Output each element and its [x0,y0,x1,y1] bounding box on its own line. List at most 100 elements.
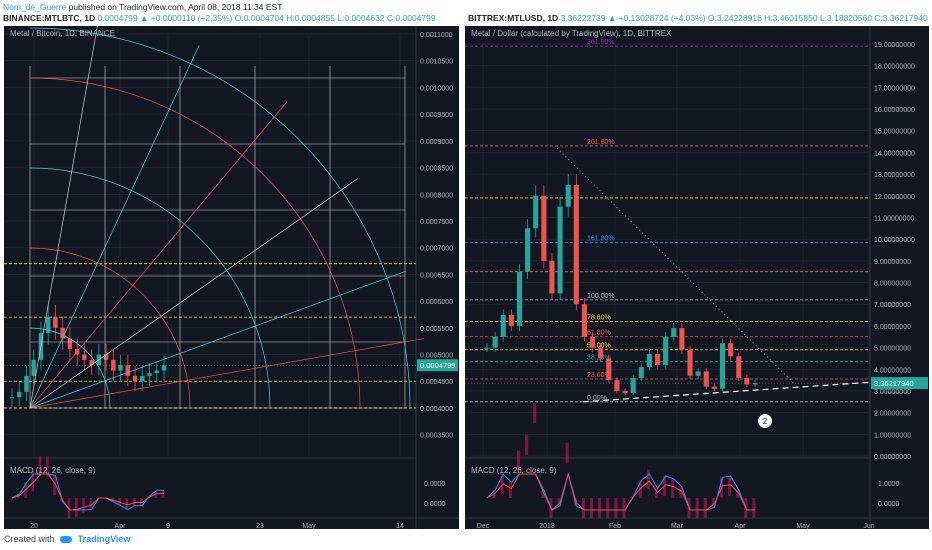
x-tick-label: Apr [735,523,747,529]
y-tick-label: 14.00000000 [874,150,915,157]
gann-fan-line [29,45,200,409]
y-tick-label: 1.00000000 [874,432,911,439]
x-tick-label: Jun [863,523,874,529]
x-tick-label: 20 [30,523,38,529]
macd-histogram-bar [736,490,740,498]
macd-histogram-bar [581,498,585,518]
candle-body [679,328,685,350]
gann-fan-line [29,178,358,409]
y-tick-label: 11.00000000 [874,215,914,222]
candle-body [581,304,588,337]
gann-arc [29,27,411,409]
y-tick-label: 12.00000000 [874,194,915,201]
fib-level-label: 23.60% [587,372,611,379]
gann-fan-line [29,101,288,409]
fib-level-label: 78.60% [587,315,611,322]
left-chart-svg[interactable]: 0.0011000 0.0010500 0.0010000 0.0009500 0.00… [4,26,459,529]
macd-tick-label: 0.0000 [424,481,446,488]
gann-fan-line [29,338,424,409]
macd-histogram-bar [541,490,545,498]
y-tick-label: 17.00000000 [874,85,915,92]
macd-histogram-bar [140,498,143,506]
macd-histogram-bar [703,498,707,518]
candle-body [140,375,145,382]
candle-body [89,359,94,366]
macd-histogram-bar [45,456,49,477]
last-price-label: 3.36217940 [874,379,914,388]
candle-body [557,206,563,294]
x-tick-label: 2018 [539,523,555,529]
x-tick-label: 23 [256,523,264,529]
macd-tick-label: 1.0000 [878,481,900,488]
candle-body [654,354,661,365]
candle-body [500,315,506,337]
macd-histogram-bar [565,442,569,463]
x-tick-label: Mar [671,523,684,529]
y-tick-label: 9.00000000 [874,259,911,266]
left-symbol: BINANCE:MTLBTC, 1D [3,13,96,23]
y-tick-label: 0.0006000 [420,299,453,306]
macd-histogram-bar [516,450,520,471]
candle-body [541,195,547,261]
macd-histogram-bar [557,498,561,506]
macd-histogram-bar [654,488,659,498]
y-tick-label: 7.00000000 [874,302,911,309]
candle-body [16,391,22,398]
tradingview-logo-icon [60,536,73,544]
candle-body [60,327,65,339]
right-chart-pane[interactable]: 19.00000000 18.00000000 17.00000000 16.0000… [465,26,929,529]
gann-fan-line [29,26,98,409]
x-tick-label: 14 [396,523,404,529]
macd-line [486,473,755,511]
candle-body [24,375,29,392]
candle-body [484,347,490,349]
macd-histogram-bar [711,498,715,508]
candle-body [565,184,571,207]
candle-body [125,365,131,376]
candle-body [703,371,709,387]
right-chart-svg[interactable]: 19.00000000 18.00000000 17.00000000 16.0000… [465,26,929,529]
y-tick-label: 18.00000000 [874,64,915,71]
candle-body [719,343,726,389]
macd-histogram-bar [695,498,699,518]
macd-histogram-bar [125,498,129,510]
candle-body [606,358,612,381]
candle-body [752,383,758,385]
gann-arc [29,167,271,409]
candle-body [671,328,677,337]
y-tick-label: 0.0005000 [420,353,453,360]
macd-histogram-bar [614,498,618,518]
y-tick-label: 0.0011000 [420,32,453,39]
author-username[interactable]: Nom_de_Guerre [3,2,67,12]
candle-body [161,365,167,371]
y-tick-label: 4.00000000 [874,367,911,374]
footer-brand[interactable]: TradingView [77,534,131,544]
y-tick-label: 0.0008500 [420,166,453,173]
macd-line [11,473,164,511]
macd-histogram-bar [89,498,93,510]
candle-body [590,336,596,348]
x-tick-label: Dec [477,523,490,529]
candle-body [728,343,734,357]
y-tick-label: 0.0009000 [420,139,453,146]
candle-body [508,315,514,326]
y-tick-label: 0.0007500 [420,219,453,226]
candle-body [638,367,644,378]
gann-arc [29,327,111,409]
ideas-badge-count: 2 [763,417,768,426]
footer: Created with TradingView [4,534,130,544]
candle-body [147,373,152,376]
y-tick-label: 13.00000000 [874,172,915,179]
last-price-label: 0.0004799 [420,361,455,370]
y-tick-label: 5.00000000 [874,346,911,353]
fib-level-label: 361.80% [587,39,615,46]
left-ohlc-values: 0.0004799 ▲ +0.0000110 (+2.35%) O:0.0004… [95,13,436,23]
candle-body [154,370,160,374]
candle-body [31,359,36,376]
candle-body [622,390,628,394]
x-tick-label: Feb [609,523,621,529]
candle-body [687,349,693,376]
left-chart-pane[interactable]: 0.0011000 0.0010500 0.0010000 0.0009500 0.00… [4,26,459,529]
candle-body [598,347,604,359]
x-tick-label: Apr [115,523,127,529]
